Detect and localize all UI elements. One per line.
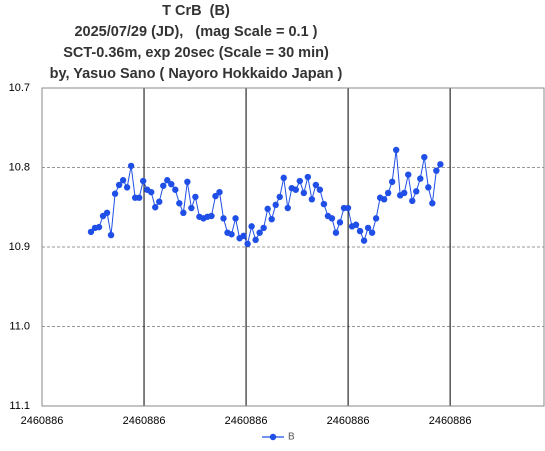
data-point (292, 186, 299, 193)
x-tick-label: 2460886 (21, 415, 64, 427)
data-point (417, 175, 424, 182)
data-point (87, 228, 95, 236)
data-point (437, 161, 444, 168)
data-point (192, 193, 199, 201)
legend-marker (269, 433, 277, 441)
y-tick-label: 11.0 (9, 320, 30, 332)
data-point (176, 200, 183, 207)
data-point (409, 197, 416, 205)
data-point (115, 181, 123, 189)
data-point (336, 219, 344, 226)
data-point (425, 184, 432, 191)
data-point (316, 186, 324, 193)
y-tick-label: 10.7 (9, 82, 30, 94)
y-tick-label: 10.9 (9, 241, 30, 253)
data-point (107, 231, 115, 239)
data-point (328, 215, 336, 222)
data-point (296, 177, 304, 185)
data-point (264, 205, 271, 213)
y-tick-label: 11.1 (9, 400, 30, 412)
data-point (352, 221, 360, 228)
data-point (240, 232, 247, 240)
data-point (268, 215, 275, 223)
data-point (252, 236, 259, 244)
data-point (244, 240, 251, 248)
data-point (139, 177, 147, 185)
data-point (220, 215, 227, 222)
x-tick-label: 2460886 (225, 415, 268, 427)
chart-title: by, Yasuo Sano ( Nayoro Hokkaido Japan ) (50, 66, 343, 82)
data-point (413, 188, 420, 195)
data-point (148, 188, 155, 196)
x-tick-label: 2460886 (429, 415, 472, 427)
data-point (372, 215, 380, 222)
data-point (392, 146, 400, 154)
data-point (95, 223, 103, 231)
chart-title: T CrB (B) (162, 3, 230, 19)
chart-title: SCT-0.36m, exp 20sec (Scale = 30 min) (63, 45, 329, 61)
data-point (368, 229, 376, 236)
y-tick-label: 10.8 (9, 161, 30, 173)
data-point (111, 190, 119, 197)
data-point (300, 189, 308, 197)
data-point (180, 209, 187, 217)
data-point (164, 177, 171, 184)
data-point (248, 223, 255, 230)
data-point (152, 204, 159, 211)
data-point (332, 229, 340, 236)
x-tick-label: 2460886 (123, 415, 166, 427)
data-point (401, 189, 408, 197)
data-point (168, 180, 175, 188)
data-point (276, 193, 283, 201)
data-point (364, 224, 372, 232)
data-point (320, 200, 328, 208)
data-point (172, 186, 179, 193)
data-point (304, 173, 312, 181)
data-point (388, 178, 396, 186)
data-point (212, 192, 219, 200)
data-point (188, 204, 195, 212)
data-point (256, 229, 263, 236)
data-point (380, 196, 388, 203)
data-point (360, 237, 368, 244)
data-point (160, 182, 167, 189)
data-point (127, 162, 135, 170)
data-point (384, 189, 392, 197)
data-point (208, 212, 215, 220)
data-point (272, 201, 279, 209)
data-point (312, 181, 320, 189)
data-point (156, 198, 163, 205)
data-point (103, 209, 111, 217)
chart-title: 2025/07/29 (JD), (mag Scale = 0.1 ) (74, 24, 317, 40)
data-point (260, 224, 267, 232)
data-point (216, 188, 223, 196)
data-point (228, 231, 235, 238)
data-point (433, 167, 440, 174)
data-point (123, 184, 131, 191)
data-point (119, 177, 127, 184)
data-point (284, 204, 291, 212)
x-tick-label: 2460886 (327, 415, 370, 427)
data-point (344, 204, 352, 212)
data-point (429, 200, 436, 207)
data-point (405, 171, 412, 178)
data-point (280, 174, 287, 182)
data-point (308, 196, 316, 203)
data-point (232, 215, 239, 222)
data-point (135, 194, 143, 201)
data-point (184, 178, 191, 186)
data-point (421, 153, 428, 161)
legend-label: B (288, 432, 295, 443)
data-point (356, 227, 364, 235)
plot-frame (41, 87, 545, 407)
